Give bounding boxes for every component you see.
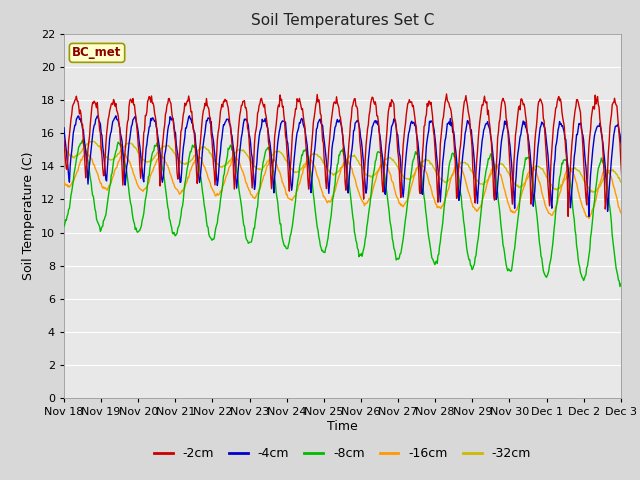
- -4cm: [240, 120, 248, 125]
- -8cm: [292, 198, 300, 204]
- -2cm: [291, 113, 299, 119]
- -4cm: [456, 183, 464, 189]
- -4cm: [130, 116, 138, 121]
- -4cm: [292, 143, 300, 148]
- -32cm: [60, 145, 68, 151]
- -16cm: [131, 173, 138, 179]
- -8cm: [131, 221, 138, 227]
- -16cm: [240, 171, 248, 177]
- Line: -8cm: -8cm: [64, 140, 640, 288]
- Line: -16cm: -16cm: [64, 154, 640, 219]
- -32cm: [292, 169, 300, 175]
- -2cm: [268, 172, 276, 178]
- Line: -2cm: -2cm: [64, 94, 640, 216]
- -16cm: [60, 179, 68, 184]
- -32cm: [625, 192, 633, 198]
- -8cm: [456, 190, 464, 196]
- -32cm: [269, 151, 277, 157]
- -2cm: [456, 143, 464, 149]
- -4cm: [186, 113, 193, 119]
- -32cm: [240, 148, 248, 154]
- -2cm: [130, 102, 138, 108]
- Title: Soil Temperatures Set C: Soil Temperatures Set C: [251, 13, 434, 28]
- -2cm: [239, 98, 246, 104]
- -2cm: [60, 136, 68, 142]
- Line: -32cm: -32cm: [64, 141, 640, 195]
- Legend: -2cm, -4cm, -8cm, -16cm, -32cm: -2cm, -4cm, -8cm, -16cm, -32cm: [149, 442, 536, 465]
- X-axis label: Time: Time: [327, 420, 358, 433]
- -4cm: [423, 137, 431, 143]
- -8cm: [60, 224, 68, 229]
- -2cm: [443, 91, 451, 97]
- -16cm: [269, 157, 277, 163]
- -32cm: [86, 138, 93, 144]
- -16cm: [621, 216, 628, 222]
- -16cm: [83, 151, 91, 156]
- -8cm: [423, 221, 431, 227]
- -4cm: [585, 214, 593, 219]
- -32cm: [423, 157, 431, 163]
- Y-axis label: Soil Temperature (C): Soil Temperature (C): [22, 152, 35, 280]
- Text: BC_met: BC_met: [72, 47, 122, 60]
- -16cm: [456, 165, 464, 170]
- -4cm: [269, 180, 277, 185]
- -32cm: [131, 144, 138, 149]
- Line: -4cm: -4cm: [64, 116, 640, 216]
- -2cm: [422, 112, 430, 118]
- -16cm: [292, 193, 300, 199]
- -8cm: [269, 167, 277, 172]
- -8cm: [240, 222, 248, 228]
- -8cm: [79, 137, 86, 143]
- -16cm: [423, 171, 431, 177]
- -4cm: [60, 125, 68, 131]
- -2cm: [564, 214, 572, 219]
- -32cm: [456, 160, 464, 166]
